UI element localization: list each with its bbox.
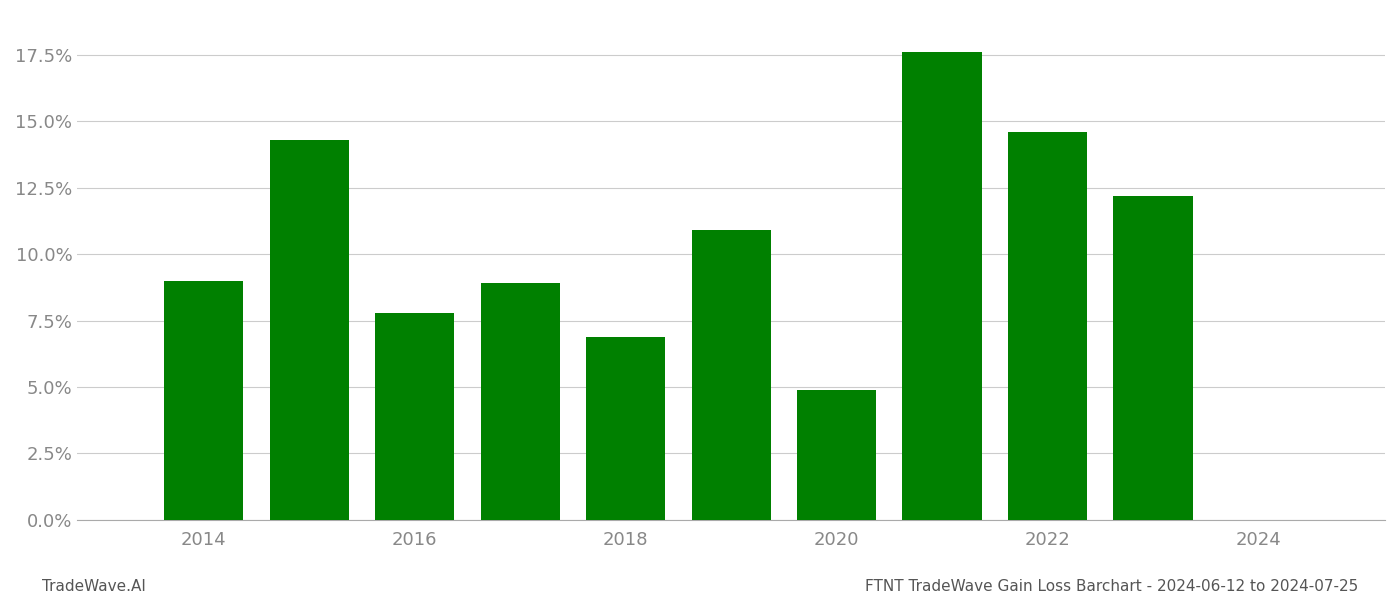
Bar (164, 281, 244, 520)
Bar (480, 283, 560, 520)
Bar (797, 389, 876, 520)
Text: FTNT TradeWave Gain Loss Barchart - 2024-06-12 to 2024-07-25: FTNT TradeWave Gain Loss Barchart - 2024… (865, 579, 1358, 594)
Bar (1008, 132, 1086, 520)
Text: TradeWave.AI: TradeWave.AI (42, 579, 146, 594)
Bar (692, 230, 770, 520)
Bar (587, 337, 665, 520)
Bar (1113, 196, 1193, 520)
Bar (903, 52, 981, 520)
Bar (375, 313, 454, 520)
Bar (270, 140, 349, 520)
